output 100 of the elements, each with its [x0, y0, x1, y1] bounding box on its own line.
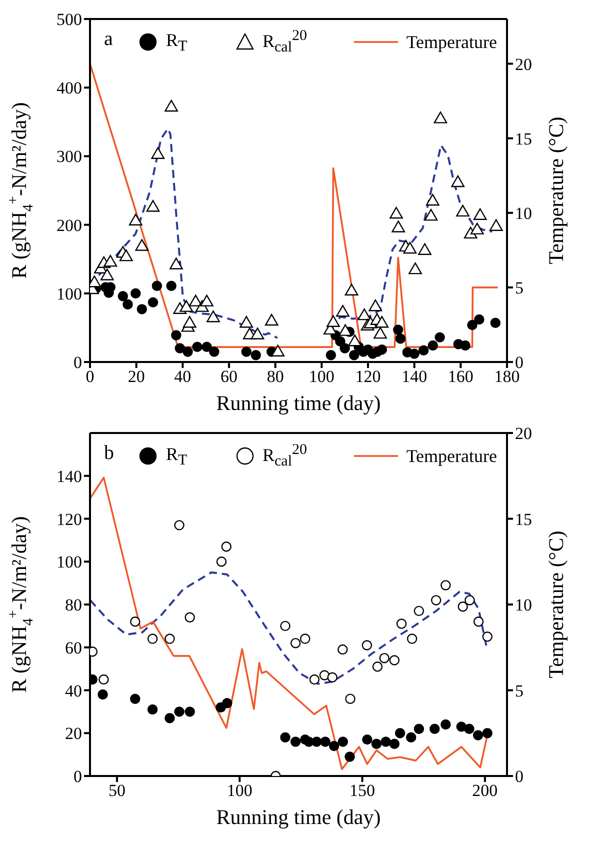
x-tick-label: 80	[266, 367, 284, 386]
point	[280, 620, 290, 632]
y-tick-label: 400	[56, 78, 82, 98]
y2-axis-title: Temperature (°C)	[544, 530, 568, 678]
point	[280, 732, 290, 743]
x-tick-label: 100	[226, 781, 252, 800]
x-axis-title: Running time (day)	[216, 391, 381, 415]
y-tick-label: 0	[74, 353, 82, 372]
point	[130, 616, 140, 627]
point	[389, 655, 400, 666]
y2-axis-title: Temperature (°C)	[544, 116, 568, 264]
y-tick-label: 200	[56, 216, 82, 235]
point	[380, 736, 391, 747]
x-tick-label: 60	[220, 367, 238, 386]
y2-tick-label: 10	[515, 596, 532, 615]
y-tick-label: 40	[65, 681, 82, 700]
legend-label: Temperature	[406, 32, 497, 53]
y-tick-label: 0	[74, 767, 82, 786]
point	[344, 752, 355, 762]
point	[345, 694, 356, 704]
legend-label: R$_{T}$	[166, 444, 188, 470]
point	[362, 734, 372, 745]
point	[362, 640, 372, 650]
point	[300, 634, 310, 644]
point	[98, 674, 109, 685]
point	[472, 730, 484, 740]
legend-label: Temperature	[406, 446, 497, 467]
point	[396, 618, 407, 629]
x-tick-label: 40	[174, 367, 192, 386]
y-tick-label: 80	[65, 596, 82, 615]
point	[379, 652, 390, 664]
y2-tick-label: 5	[515, 278, 524, 298]
point	[394, 728, 406, 738]
point	[464, 595, 475, 606]
point	[414, 724, 424, 734]
point	[221, 542, 232, 552]
point	[312, 736, 322, 747]
y-tick-label: 500	[56, 10, 82, 30]
point	[164, 713, 175, 724]
y-tick-label: 20	[65, 724, 82, 744]
point	[174, 520, 184, 530]
point	[338, 644, 348, 655]
point	[147, 704, 158, 715]
point	[222, 698, 232, 708]
x-tick-label: 150	[350, 781, 376, 800]
y-tick-label: 100	[56, 552, 82, 572]
point	[458, 602, 468, 612]
point	[327, 672, 338, 682]
point	[473, 616, 484, 627]
x-axis-title: Running time (day)	[216, 805, 381, 829]
x-tick-label: 180	[494, 367, 520, 386]
point	[164, 634, 175, 644]
x-tick-label: 0	[86, 367, 94, 386]
y-tick-label: 120	[56, 510, 82, 529]
y2-tick-label: 15	[515, 129, 532, 148]
y-tick-label: 60	[65, 638, 82, 658]
point	[406, 732, 416, 743]
x-tick-label: 160	[448, 367, 474, 386]
point	[216, 556, 227, 567]
x-tick-label: 50	[108, 781, 126, 800]
y-tick-label: 140	[56, 466, 82, 486]
y-tick-label: 100	[56, 284, 82, 304]
point	[184, 612, 195, 622]
point	[98, 689, 108, 700]
y2-tick-label: 20	[515, 424, 532, 444]
point	[184, 706, 195, 717]
y2-tick-label: 15	[515, 510, 532, 529]
y2-tick-label: 5	[515, 681, 524, 700]
point	[440, 719, 451, 730]
point	[372, 662, 383, 672]
point	[290, 736, 301, 747]
point	[482, 728, 492, 738]
point	[430, 595, 442, 606]
chart-title: b	[104, 442, 114, 465]
point	[290, 638, 301, 648]
point	[406, 634, 418, 644]
line-series	[90, 571, 488, 685]
y2-tick-label: 10	[515, 204, 532, 223]
point	[464, 724, 474, 734]
y-tick-label: 300	[56, 147, 82, 166]
point	[328, 740, 340, 752]
point	[414, 606, 424, 616]
x-tick-label: 120	[355, 367, 381, 386]
point	[482, 632, 492, 642]
point	[430, 724, 440, 734]
point	[130, 694, 140, 704]
point	[440, 580, 451, 590]
x-tick-label: 200	[472, 781, 498, 800]
y2-tick-label: 0	[515, 767, 524, 786]
point	[174, 706, 184, 717]
legend-label: R$_{T}$	[166, 30, 188, 56]
x-tick-label: 20	[128, 367, 145, 386]
x-tick-label: 140	[402, 367, 428, 386]
point	[147, 634, 158, 644]
point	[309, 674, 320, 685]
point	[389, 738, 400, 749]
point	[371, 738, 382, 749]
point	[320, 736, 330, 747]
y2-tick-label: 20	[515, 54, 532, 74]
x-tick-label: 100	[308, 367, 334, 386]
